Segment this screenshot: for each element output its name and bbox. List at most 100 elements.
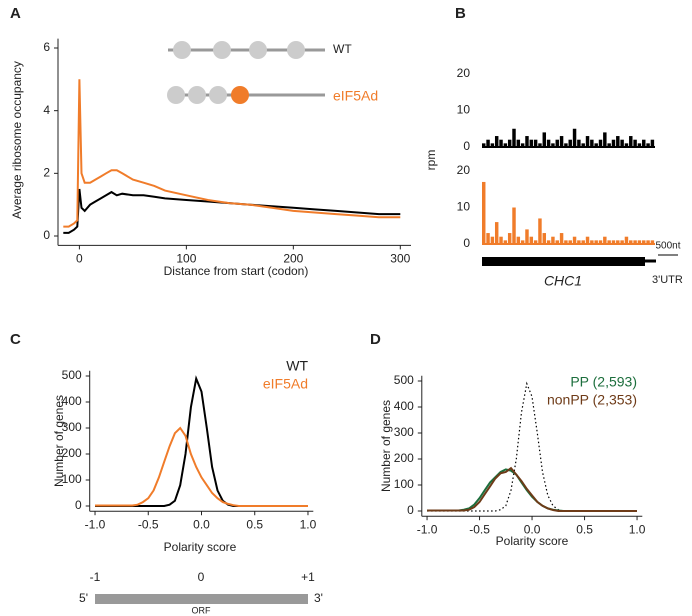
bar	[490, 143, 495, 147]
bar	[607, 240, 611, 244]
bar	[512, 207, 516, 244]
bar	[585, 136, 590, 147]
y-tick-label: 100	[394, 477, 414, 491]
x-tick-label: 1.0	[629, 522, 646, 536]
bar	[650, 240, 655, 244]
orf-label: 0	[198, 570, 205, 584]
bar	[637, 240, 642, 244]
y-tick-label: 200	[62, 446, 82, 460]
y-tick-label: 4	[43, 103, 50, 117]
bar	[568, 139, 572, 147]
orf-bar	[95, 594, 308, 604]
bar	[525, 136, 529, 147]
y-tick-label: 0	[75, 498, 82, 512]
bar	[581, 143, 585, 147]
bar	[482, 181, 486, 244]
x-tick-label: -1.0	[85, 517, 106, 531]
bar	[503, 240, 508, 244]
bar	[542, 233, 547, 244]
bar	[629, 136, 633, 147]
bar	[611, 139, 616, 147]
scale-label: 500nt	[655, 241, 680, 252]
series-line	[95, 426, 308, 507]
x-tick-label: 1.0	[300, 517, 317, 531]
y-axis-label: Average ribosome occupancy	[10, 61, 24, 219]
x-axis-label: Polarity score	[164, 540, 237, 554]
bar	[598, 139, 603, 147]
utr-label: 3'UTR	[652, 274, 683, 286]
bar	[620, 139, 624, 147]
panel-letter: D	[370, 331, 381, 348]
y-tick-label: 10	[457, 103, 471, 117]
bar	[590, 139, 594, 147]
bar	[581, 240, 585, 244]
y-tick-label: 6	[43, 40, 50, 54]
bar	[572, 128, 577, 147]
y-tick-label: 20	[457, 163, 471, 177]
bar	[520, 143, 525, 147]
bar	[637, 143, 642, 147]
x-tick-label: 300	[390, 252, 410, 266]
bar	[642, 240, 646, 244]
y-tick-label: 2	[43, 166, 50, 180]
bar	[490, 236, 495, 244]
bar	[572, 236, 577, 244]
bar	[594, 240, 598, 244]
y-axis-label: Number of genes	[379, 400, 393, 492]
y-tick-label: 300	[394, 425, 414, 439]
y-tick-label: 200	[394, 451, 414, 465]
bar	[494, 222, 499, 244]
series-line	[427, 468, 637, 512]
x-tick-label: 100	[176, 252, 196, 266]
bar	[646, 240, 650, 244]
orf-label: ORF	[192, 605, 212, 615]
ribosome-diagram	[167, 41, 325, 104]
bar	[551, 143, 555, 147]
bar	[533, 240, 538, 244]
bar	[616, 240, 620, 244]
bar	[507, 233, 512, 244]
bar	[598, 240, 603, 244]
x-tick-label: -1.0	[417, 522, 438, 536]
bar	[499, 236, 503, 244]
x-axis-label: Distance from start (codon)	[164, 264, 309, 278]
series-line	[63, 188, 401, 234]
x-tick-label: 200	[283, 252, 303, 266]
bar	[568, 240, 572, 244]
bar	[594, 143, 598, 147]
bar	[633, 139, 637, 147]
x-tick-label: 0.0	[524, 522, 541, 536]
y-tick-label: 0	[43, 228, 50, 242]
bar	[577, 139, 581, 147]
x-tick-label: -0.5	[469, 522, 490, 536]
y-tick-label: 500	[394, 373, 414, 387]
bar	[542, 132, 547, 147]
series-line	[63, 79, 401, 228]
bar	[503, 143, 508, 147]
panel-letter: B	[455, 5, 466, 22]
bar	[564, 240, 568, 244]
bar	[616, 136, 620, 147]
y-axis-label: Number of genes	[52, 395, 66, 487]
bar	[520, 240, 525, 244]
bar	[546, 240, 551, 244]
legend-label: WT	[286, 358, 308, 374]
bar	[642, 139, 646, 147]
bar	[611, 240, 616, 244]
bar	[512, 128, 516, 147]
bar	[555, 139, 559, 147]
bar	[585, 236, 590, 244]
y-tick-label: 0	[407, 503, 414, 517]
bar	[546, 139, 551, 147]
bar	[555, 240, 559, 244]
y-tick-label: 400	[62, 394, 82, 408]
bar	[559, 136, 564, 147]
legend-label: PP (2,593)	[570, 374, 637, 390]
y-tick-label: 10	[457, 200, 471, 214]
bar	[629, 240, 633, 244]
x-tick-label: 0.5	[246, 517, 263, 531]
orf-label: 3'	[314, 591, 323, 605]
y-tick-label: 0	[463, 236, 470, 250]
bar	[624, 143, 629, 147]
